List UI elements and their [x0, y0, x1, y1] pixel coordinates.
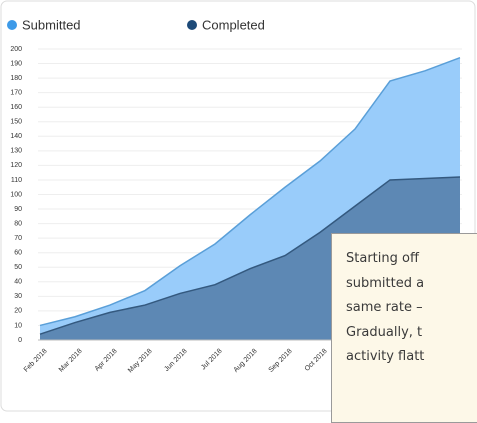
y-tick-label: 70 [14, 235, 22, 242]
legend-label: Submitted [22, 17, 81, 32]
area-line [39, 57, 461, 327]
y-tick-label: 10 [14, 322, 22, 329]
y-tick-label: 160 [10, 104, 22, 111]
y-tick-label: 90 [14, 206, 22, 213]
y-tick-label: 180 [10, 75, 22, 82]
area-line [39, 176, 461, 335]
y-tick-label: 110 [11, 177, 22, 184]
legend-marker [187, 20, 197, 30]
y-tick-label: 60 [14, 250, 22, 257]
y-tick-label: 0 [18, 337, 22, 344]
y-tick-label: 170 [10, 89, 22, 96]
y-tick-label: 120 [10, 162, 22, 169]
annotation-line: Starting off [346, 251, 419, 266]
legend-marker [7, 20, 17, 30]
y-tick-label: 140 [10, 133, 22, 140]
legend-label: Completed [202, 17, 265, 32]
y-tick-label: 40 [14, 279, 22, 286]
annotation-line: same rate – [346, 300, 423, 315]
y-tick-label: 190 [10, 60, 22, 67]
y-tick-label: 130 [10, 148, 22, 155]
annotation-box: Starting off submitted a same rate – Gradua… [331, 233, 477, 423]
annotation-line: activity flatt [346, 349, 425, 364]
y-tick-label: 200 [10, 46, 22, 53]
annotation-line: submitted a [346, 275, 425, 291]
y-tick-label: 100 [10, 191, 22, 198]
y-tick-label: 30 [14, 293, 22, 300]
annotation-line: Gradually, t [346, 324, 423, 340]
y-tick-label: 20 [14, 308, 22, 315]
y-tick-label: 80 [14, 220, 22, 227]
y-tick-label: 150 [10, 119, 22, 126]
y-tick-label: 50 [14, 264, 22, 271]
